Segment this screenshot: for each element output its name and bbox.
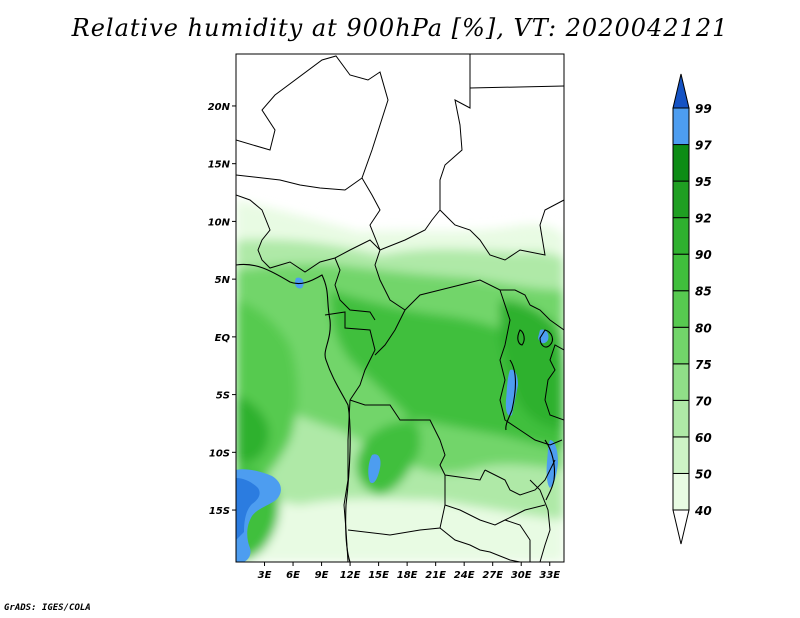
map-title: Relative humidity at 900hPa [%], VT: 202… xyxy=(71,14,729,42)
colorbar-swatch xyxy=(672,436,690,474)
lat-tick-label: 15N xyxy=(208,160,231,171)
colorbar-swatch xyxy=(672,399,690,438)
colorbar-label: 40 xyxy=(694,504,712,518)
lon-tick-label: 33E xyxy=(539,570,560,581)
colorbar-swatch xyxy=(672,107,690,146)
colorbar-swatch xyxy=(672,217,690,255)
colorbar-swatch xyxy=(672,253,690,292)
lon-tick-label: 21E xyxy=(425,570,446,581)
colorbar-label: 99 xyxy=(695,102,712,116)
colorbar-label: 97 xyxy=(695,139,712,153)
lon-tick-label: 24E xyxy=(454,570,475,581)
humidity-field xyxy=(236,200,564,562)
rh-97-patch-lake-malawi xyxy=(546,440,558,488)
rh-90-band xyxy=(500,300,564,430)
rh-west-moist-band xyxy=(236,395,270,463)
colorbar-swatch xyxy=(672,326,690,365)
colorbar: 40 50 60 70 75 80 85 90 92 95 97 99 xyxy=(672,73,712,545)
lat-tick-label: 10N xyxy=(208,217,231,228)
grads-credit: GrADS: IGES/COLA xyxy=(4,603,91,613)
colorbar-label: 85 xyxy=(695,285,712,299)
lon-tick-label: 3E xyxy=(258,570,272,581)
colorbar-label: 50 xyxy=(695,467,712,481)
lon-tick-label: 9E xyxy=(315,570,329,581)
colorbar-swatch xyxy=(672,290,690,328)
colorbar-label: 95 xyxy=(695,175,712,189)
colorbar-swatch xyxy=(672,144,690,182)
colorbar-label: 60 xyxy=(695,431,712,445)
colorbar-swatch xyxy=(672,180,690,219)
lon-tick-label: 15E xyxy=(368,570,389,581)
lat-tick-label: 10S xyxy=(209,448,230,459)
lat-tick-label: 20N xyxy=(208,102,231,113)
latitude-axis: 20N 15N 10N 5N EQ 5S 10S 15S xyxy=(208,102,236,517)
colorbar-high-extension xyxy=(672,73,690,109)
colorbar-swatch xyxy=(672,363,690,401)
country-borders xyxy=(236,54,564,562)
lat-tick-label: 5N xyxy=(215,275,231,286)
lat-tick-label: 5S xyxy=(216,391,230,402)
lon-tick-label: 27E xyxy=(482,570,503,581)
lon-tick-label: 18E xyxy=(397,570,418,581)
colorbar-swatch xyxy=(672,472,690,511)
rh-99-patch-southwest xyxy=(236,478,260,540)
colorbar-label: 70 xyxy=(695,394,712,408)
rh-97-patch-angola xyxy=(368,454,381,484)
lat-tick-label: EQ xyxy=(215,333,231,344)
colorbar-label: 92 xyxy=(695,212,712,226)
longitude-axis: 3E 6E 9E 12E 15E 18E 21E 24E 27E 30E 33E xyxy=(258,562,560,581)
lon-tick-label: 12E xyxy=(340,570,361,581)
lat-tick-label: 15S xyxy=(209,506,230,517)
lon-tick-label: 30E xyxy=(511,570,532,581)
colorbar-label: 90 xyxy=(695,248,712,262)
colorbar-label: 75 xyxy=(695,358,712,372)
colorbar-low-extension xyxy=(672,509,690,545)
lon-tick-label: 6E xyxy=(286,570,300,581)
map-frame xyxy=(235,53,565,563)
coastline xyxy=(236,263,556,562)
colorbar-label: 80 xyxy=(695,321,712,335)
